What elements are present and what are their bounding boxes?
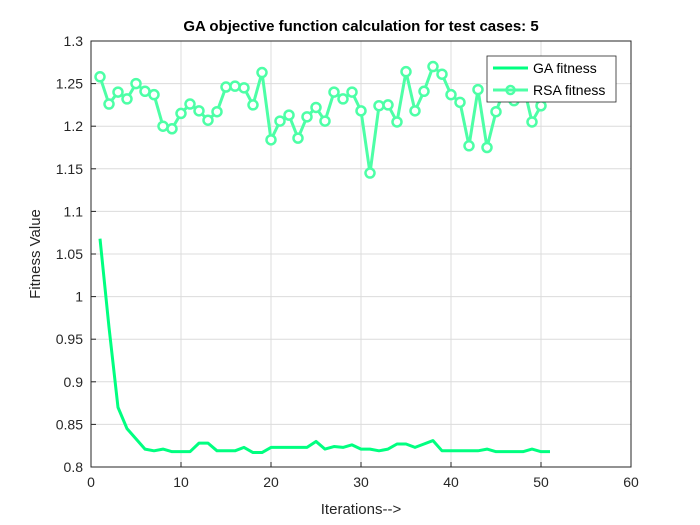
rsa-data-point bbox=[463, 140, 475, 152]
y-axis-label: Fitness Value bbox=[27, 209, 44, 299]
x-tick-label: 10 bbox=[173, 474, 189, 490]
legend[interactable]: GA fitness RSA fitness bbox=[486, 55, 617, 103]
rsa-data-point bbox=[166, 123, 178, 135]
rsa-data-point bbox=[337, 93, 349, 105]
y-tick-label: 1.05 bbox=[56, 246, 83, 262]
x-tick-label: 50 bbox=[533, 474, 549, 490]
rsa-data-point bbox=[157, 120, 169, 132]
rsa-data-point bbox=[391, 116, 403, 128]
rsa-data-point bbox=[256, 66, 268, 79]
rsa-data-point bbox=[211, 105, 223, 118]
y-tick-label: 1.1 bbox=[64, 203, 84, 219]
rsa-data-point bbox=[445, 88, 457, 101]
rsa-data-point bbox=[265, 134, 277, 146]
rsa-data-point bbox=[130, 77, 142, 90]
rsa-data-point bbox=[373, 100, 385, 112]
x-tick-label: 40 bbox=[443, 474, 459, 490]
rsa-data-point bbox=[472, 83, 484, 96]
rsa-data-point bbox=[103, 98, 115, 110]
x-tick-label: 0 bbox=[87, 474, 95, 490]
y-tick-label: 0.8 bbox=[64, 459, 84, 475]
legend-rsa-marker bbox=[505, 84, 516, 96]
y-tick-label: 1 bbox=[75, 289, 83, 305]
y-tick-label: 1.15 bbox=[56, 161, 83, 177]
rsa-data-point bbox=[454, 96, 466, 109]
rsa-data-point bbox=[346, 86, 358, 98]
rsa-data-point bbox=[400, 65, 412, 78]
series-layer bbox=[94, 60, 556, 455]
rsa-data-point bbox=[202, 114, 214, 126]
rsa-data-point bbox=[229, 80, 241, 92]
ticks: 0 10 20 30 40 50 60 0.8 0.85 0.9 0.95 1 1.05 1.1 1.15 1… bbox=[56, 33, 639, 490]
x-tick-label: 20 bbox=[263, 474, 279, 490]
rsa-data-point bbox=[409, 105, 421, 117]
rsa-data-point bbox=[364, 167, 376, 179]
rsa-data-point bbox=[436, 68, 448, 80]
rsa-data-point bbox=[148, 88, 160, 101]
rsa-data-point bbox=[283, 109, 295, 121]
rsa-data-point bbox=[481, 141, 493, 154]
rsa-data-point bbox=[139, 85, 151, 98]
series-line-ga bbox=[98, 238, 550, 455]
rsa-data-point bbox=[355, 105, 367, 117]
rsa-data-point bbox=[490, 105, 502, 118]
y-tick-label: 0.95 bbox=[56, 331, 83, 347]
y-tick-label: 1.3 bbox=[64, 33, 84, 49]
rsa-data-point bbox=[112, 86, 124, 98]
rsa-data-point bbox=[175, 107, 187, 120]
rsa-data-point bbox=[418, 85, 430, 98]
x-tick-label: 60 bbox=[623, 474, 639, 490]
chart-title: GA objective function calculation for te… bbox=[183, 18, 538, 35]
legend-rsa-label: RSA fitness bbox=[533, 82, 605, 98]
rsa-data-point bbox=[193, 105, 205, 117]
legend-ga-label: GA fitness bbox=[533, 60, 597, 76]
y-tick-label: 1.25 bbox=[56, 76, 83, 92]
x-tick-label: 30 bbox=[353, 474, 369, 490]
rsa-data-point bbox=[274, 115, 286, 127]
y-tick-label: 0.85 bbox=[56, 416, 83, 432]
y-tick-label: 1.2 bbox=[64, 118, 84, 134]
rsa-data-point bbox=[526, 116, 538, 128]
rsa-data-point bbox=[427, 60, 439, 73]
rsa-data-point bbox=[94, 71, 106, 83]
rsa-data-point bbox=[292, 132, 304, 144]
rsa-data-point bbox=[319, 115, 331, 127]
rsa-data-point bbox=[247, 99, 259, 111]
rsa-data-point bbox=[121, 93, 133, 105]
rsa-data-point bbox=[382, 99, 394, 111]
rsa-data-point bbox=[535, 100, 547, 112]
rsa-data-point bbox=[301, 111, 313, 123]
rsa-data-point bbox=[310, 101, 322, 114]
rsa-data-point bbox=[220, 81, 232, 93]
grid bbox=[90, 40, 632, 468]
x-axis-label: Iterations--> bbox=[321, 501, 402, 518]
rsa-data-point bbox=[238, 82, 250, 94]
rsa-data-point bbox=[184, 98, 196, 110]
rsa-data-point bbox=[328, 86, 340, 98]
y-tick-label: 0.9 bbox=[64, 374, 84, 390]
